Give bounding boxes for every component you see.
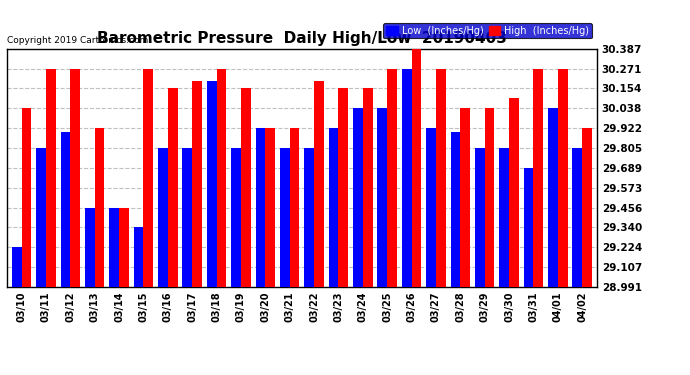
Bar: [158, 148, 168, 287]
Bar: [266, 128, 275, 287]
Bar: [193, 81, 202, 287]
Bar: [377, 108, 387, 287]
Bar: [558, 69, 568, 287]
Bar: [451, 132, 460, 287]
Bar: [573, 148, 582, 287]
Bar: [231, 148, 241, 287]
Bar: [314, 81, 324, 287]
Bar: [21, 108, 31, 287]
Bar: [500, 148, 509, 287]
Bar: [168, 88, 177, 287]
Bar: [109, 207, 119, 287]
Bar: [353, 108, 363, 287]
Title: Barometric Pressure  Daily High/Low  20190403: Barometric Pressure Daily High/Low 20190…: [97, 31, 507, 46]
Bar: [182, 148, 193, 287]
Bar: [207, 81, 217, 287]
Bar: [217, 69, 226, 287]
Bar: [460, 108, 470, 287]
Bar: [533, 69, 543, 287]
Bar: [304, 148, 314, 287]
Bar: [255, 128, 266, 287]
Bar: [436, 69, 446, 287]
Bar: [338, 88, 348, 287]
Bar: [548, 108, 558, 287]
Bar: [12, 247, 21, 287]
Bar: [363, 88, 373, 287]
Bar: [402, 69, 411, 287]
Bar: [144, 69, 153, 287]
Bar: [475, 148, 484, 287]
Bar: [70, 69, 80, 287]
Bar: [119, 207, 129, 287]
Bar: [524, 168, 533, 287]
Bar: [484, 108, 495, 287]
Bar: [36, 148, 46, 287]
Bar: [426, 128, 436, 287]
Bar: [85, 207, 95, 287]
Bar: [134, 227, 144, 287]
Bar: [95, 128, 104, 287]
Bar: [509, 98, 519, 287]
Bar: [290, 128, 299, 287]
Bar: [61, 132, 70, 287]
Bar: [582, 128, 592, 287]
Bar: [411, 49, 422, 287]
Bar: [387, 69, 397, 287]
Bar: [46, 69, 56, 287]
Bar: [241, 88, 250, 287]
Text: Copyright 2019 Cartronics.com: Copyright 2019 Cartronics.com: [7, 36, 148, 45]
Legend: Low  (Inches/Hg), High  (Inches/Hg): Low (Inches/Hg), High (Inches/Hg): [384, 22, 592, 39]
Bar: [280, 148, 290, 287]
Bar: [328, 128, 338, 287]
